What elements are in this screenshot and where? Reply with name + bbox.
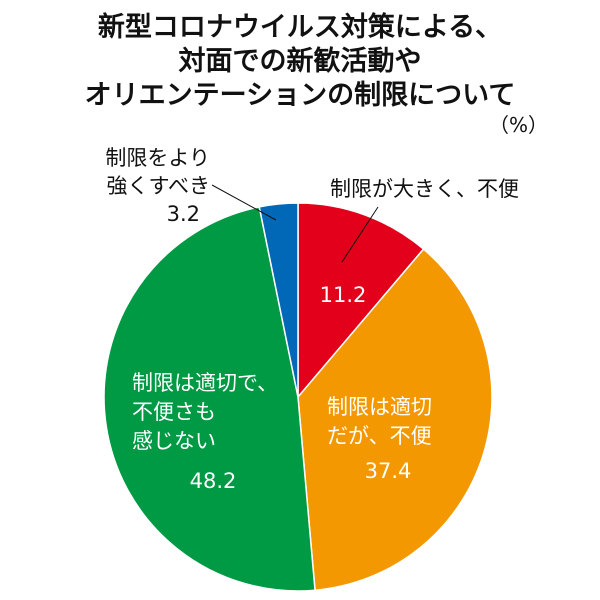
slice-label-no-inconvenience-line-2: 不便さも xyxy=(132,400,216,424)
pie-slice-appropriate-no-inconvenience xyxy=(103,206,316,592)
leader-line-inconvenient xyxy=(341,206,379,263)
chart-title-line-1: 新型コロナウイルス対策による、 xyxy=(98,11,502,43)
pie-slice-should-be-stricter xyxy=(258,202,299,398)
unit-label: （%） xyxy=(489,113,548,137)
slice-label-appropriate-but-inconvenient-line-2: だが、不便 xyxy=(327,424,432,448)
pie-slice-inconvenient xyxy=(297,202,425,400)
slice-label-appropriate-but-inconvenient-line-1: 制限は適切 xyxy=(327,395,432,419)
slice-value-appropriate-but-inconvenient: 37.4 xyxy=(365,459,412,483)
slice-label-stricter-line-1: 制限をより xyxy=(105,146,210,170)
leader-line-stricter xyxy=(211,184,277,221)
slice-value-stricter: 3.2 xyxy=(167,202,200,226)
slice-value-no-inconvenience: 48.2 xyxy=(190,469,237,493)
chart-title-line-3: オリエンテーションの制限について xyxy=(85,80,516,111)
slice-label-inconvenient: 制限が大きく、不便 xyxy=(330,177,519,201)
chart-title-line-2: 対面での新歓活動や xyxy=(179,45,422,77)
slice-label-no-inconvenience-line-1: 制限は適切で、 xyxy=(132,371,278,395)
slice-label-stricter-line-2: 強くすべき xyxy=(106,174,210,198)
slice-label-no-inconvenience-line-3: 感じない xyxy=(132,429,216,453)
slice-value-inconvenient: 11.2 xyxy=(320,283,367,307)
pie-slice-appropriate-but-inconvenient xyxy=(297,248,493,592)
pie-slices xyxy=(103,202,493,592)
